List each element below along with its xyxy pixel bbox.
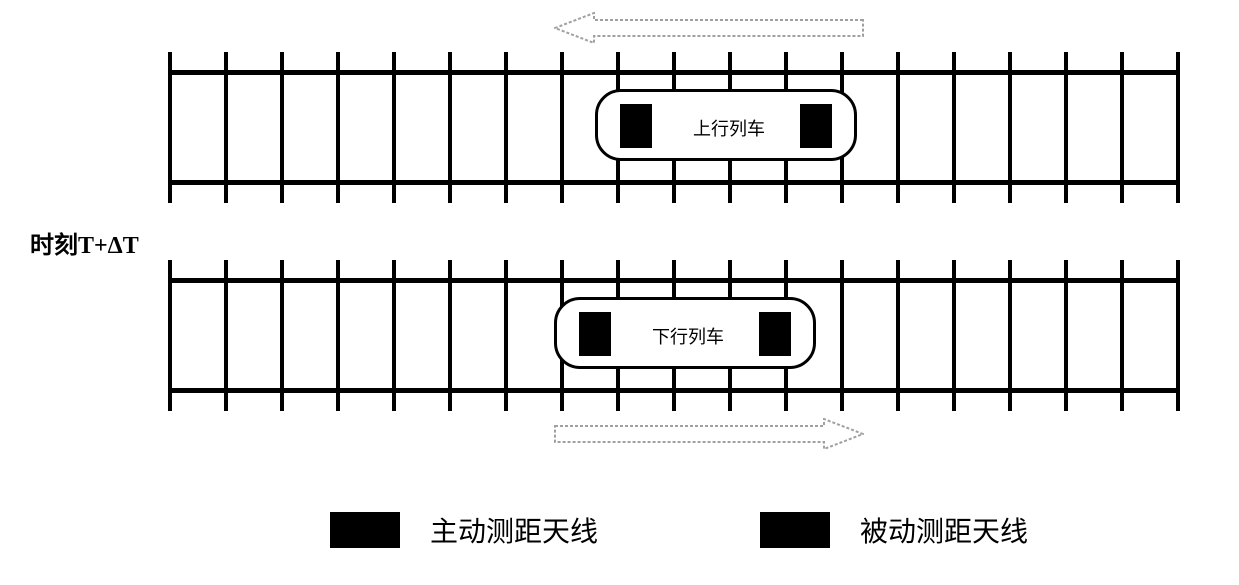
time-label: 时刻T+ΔT [30, 225, 139, 260]
train-label-lower: 下行列车 [557, 323, 819, 349]
train-label-upper: 上行列车 [598, 115, 860, 141]
tie-lower-12 [840, 260, 844, 411]
tie-lower-4 [392, 260, 396, 411]
tie-lower-18 [1176, 260, 1180, 411]
direction-arrow-upper [554, 12, 864, 44]
tie-lower-5 [448, 260, 452, 411]
tie-lower-16 [1064, 260, 1068, 411]
tie-lower-13 [896, 260, 900, 411]
tie-lower-17 [1120, 260, 1124, 411]
legend-swatch-0 [330, 512, 400, 548]
tie-lower-14 [952, 260, 956, 411]
tie-lower-0 [168, 260, 172, 411]
direction-arrow-lower [554, 418, 864, 450]
legend-label-0: 主动测距天线 [430, 510, 598, 550]
tie-lower-2 [280, 260, 284, 411]
train-upper: 上行列车 [595, 89, 857, 161]
legend-label-1: 被动测距天线 [860, 510, 1028, 550]
legend-swatch-1 [760, 512, 830, 548]
tie-lower-6 [504, 260, 508, 411]
train-lower: 下行列车 [554, 297, 816, 369]
tie-lower-15 [1008, 260, 1012, 411]
track-lower [170, 0, 1178, 585]
tie-lower-1 [224, 260, 228, 411]
tie-lower-3 [336, 260, 340, 411]
